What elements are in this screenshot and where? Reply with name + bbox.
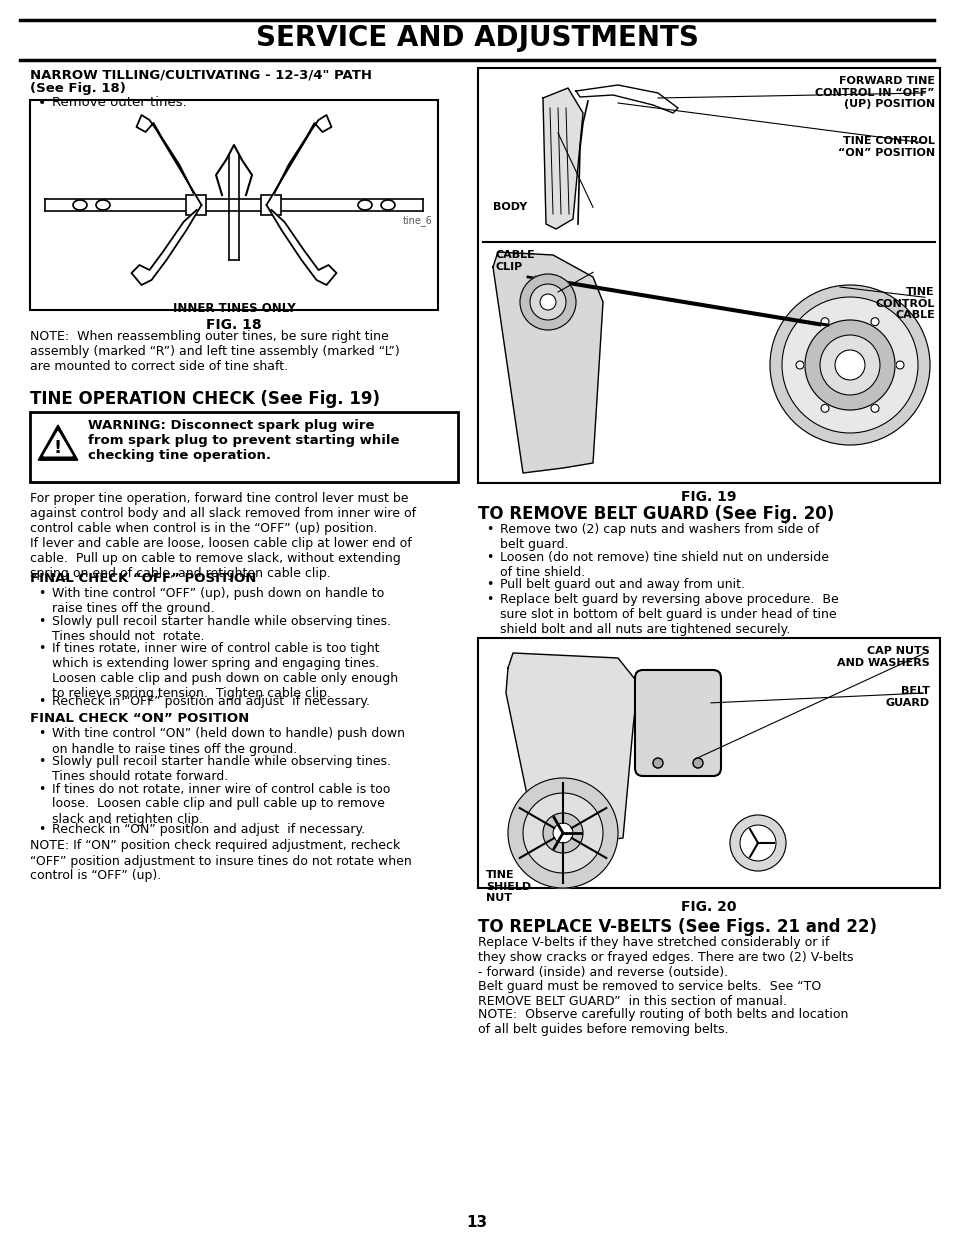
Text: TINE OPERATION CHECK (See Fig. 19): TINE OPERATION CHECK (See Fig. 19) <box>30 390 379 408</box>
Text: Replace belt guard by reversing above procedure.  Be
sure slot in bottom of belt: Replace belt guard by reversing above pr… <box>499 593 838 636</box>
Circle shape <box>519 274 576 330</box>
Circle shape <box>821 404 828 412</box>
Bar <box>30 412 457 482</box>
Polygon shape <box>576 85 678 112</box>
FancyBboxPatch shape <box>635 671 720 776</box>
Polygon shape <box>266 205 336 285</box>
Text: With tine control “OFF” (up), push down on handle to
raise tines off the ground.: With tine control “OFF” (up), push down … <box>52 587 384 615</box>
Ellipse shape <box>96 200 110 210</box>
Bar <box>477 68 939 483</box>
Text: TINE
CONTROL
CABLE: TINE CONTROL CABLE <box>875 288 934 321</box>
Bar <box>477 638 939 888</box>
Text: TINE CONTROL
“ON” POSITION: TINE CONTROL “ON” POSITION <box>837 136 934 158</box>
Ellipse shape <box>357 200 372 210</box>
Text: 13: 13 <box>466 1215 487 1230</box>
Ellipse shape <box>73 200 87 210</box>
Text: •: • <box>485 551 493 563</box>
Circle shape <box>821 317 828 326</box>
Circle shape <box>522 793 602 873</box>
Text: BELT
GUARD: BELT GUARD <box>885 685 929 708</box>
Text: •: • <box>38 823 46 836</box>
Text: NOTE: If “ON” position check required adjustment, recheck
“OFF” position adjustm: NOTE: If “ON” position check required ad… <box>30 840 412 883</box>
Text: TO REPLACE V-BELTS (See Figs. 21 and 22): TO REPLACE V-BELTS (See Figs. 21 and 22) <box>477 918 876 936</box>
Text: Remove two (2) cap nuts and washers from side of
belt guard.: Remove two (2) cap nuts and washers from… <box>499 522 819 551</box>
Circle shape <box>553 823 573 844</box>
Bar <box>30 100 437 310</box>
Text: Pull belt guard out and away from unit.: Pull belt guard out and away from unit. <box>499 578 744 592</box>
Text: Replace V-belts if they have stretched considerably or if
they show cracks or fr: Replace V-belts if they have stretched c… <box>477 936 853 979</box>
Text: TO REMOVE BELT GUARD (See Fig. 20): TO REMOVE BELT GUARD (See Fig. 20) <box>477 505 833 522</box>
Text: With tine control “ON” (held down to handle) push down
on handle to raise tines : With tine control “ON” (held down to han… <box>52 727 405 756</box>
Text: •: • <box>485 522 493 536</box>
Circle shape <box>740 825 775 861</box>
Text: FORWARD TINE
CONTROL IN “OFF”
(UP) POSITION: FORWARD TINE CONTROL IN “OFF” (UP) POSIT… <box>815 77 934 109</box>
Circle shape <box>834 350 864 380</box>
Text: WARNING: Disconnect spark plug wire
from spark plug to prevent starting while
ch: WARNING: Disconnect spark plug wire from… <box>88 419 399 462</box>
Circle shape <box>769 285 929 445</box>
Text: For proper tine operation, forward tine control lever must be
against control bo: For proper tine operation, forward tine … <box>30 492 416 580</box>
Text: If tines do not rotate, inner wire of control cable is too
loose.  Loosen cable : If tines do not rotate, inner wire of co… <box>52 783 390 825</box>
Bar <box>261 195 281 215</box>
Polygon shape <box>44 431 72 456</box>
Text: •: • <box>38 694 46 708</box>
Text: Belt guard must be removed to service belts.  See “TO
REMOVE BELT GUARD”  in thi: Belt guard must be removed to service be… <box>477 981 821 1008</box>
Circle shape <box>804 320 894 410</box>
Text: CAP NUTS
AND WASHERS: CAP NUTS AND WASHERS <box>837 646 929 668</box>
Circle shape <box>507 778 618 888</box>
Text: Loosen (do not remove) tine shield nut on underside
of tine shield.: Loosen (do not remove) tine shield nut o… <box>499 551 828 578</box>
Text: !: ! <box>54 440 62 457</box>
Circle shape <box>652 758 662 768</box>
Ellipse shape <box>380 200 395 210</box>
Text: •: • <box>38 587 46 600</box>
Text: •: • <box>485 593 493 606</box>
Polygon shape <box>493 252 602 473</box>
Text: SERVICE AND ADJUSTMENTS: SERVICE AND ADJUSTMENTS <box>255 23 698 52</box>
Polygon shape <box>132 205 201 285</box>
Text: •: • <box>485 578 493 592</box>
Circle shape <box>820 335 879 395</box>
Text: INNER TINES ONLY: INNER TINES ONLY <box>172 303 295 315</box>
Polygon shape <box>266 115 331 205</box>
Text: Recheck in “OFF” position and adjust  if necessary.: Recheck in “OFF” position and adjust if … <box>52 694 370 708</box>
Text: FIG. 18: FIG. 18 <box>206 317 261 332</box>
Text: Slowly pull recoil starter handle while observing tines.
Tines should rotate for: Slowly pull recoil starter handle while … <box>52 755 391 783</box>
Text: BODY: BODY <box>493 203 527 212</box>
Bar <box>186 195 206 215</box>
Circle shape <box>530 284 565 320</box>
Text: FINAL CHECK “ON” POSITION: FINAL CHECK “ON” POSITION <box>30 711 249 725</box>
Circle shape <box>870 317 878 326</box>
Polygon shape <box>38 425 78 461</box>
Circle shape <box>870 404 878 412</box>
Text: •: • <box>38 727 46 741</box>
Polygon shape <box>136 115 201 205</box>
Circle shape <box>692 758 702 768</box>
Text: NARROW TILLING/CULTIVATING - 12-3/4" PATH: NARROW TILLING/CULTIVATING - 12-3/4" PAT… <box>30 68 372 82</box>
Text: tine_6: tine_6 <box>403 215 433 226</box>
Text: NOTE:  When reassembling outer tines, be sure right tine
assembly (marked “R”) a: NOTE: When reassembling outer tines, be … <box>30 330 399 373</box>
Text: Remove outer tines.: Remove outer tines. <box>52 96 187 109</box>
Text: (See Fig. 18): (See Fig. 18) <box>30 82 126 95</box>
Text: Slowly pull recoil starter handle while observing tines.
Tines should not  rotat: Slowly pull recoil starter handle while … <box>52 615 391 642</box>
Text: NOTE:  Observe carefully routing of both belts and location
of all belt guides b: NOTE: Observe carefully routing of both … <box>477 1008 847 1036</box>
Text: FIG. 20: FIG. 20 <box>680 900 736 914</box>
Text: FINAL CHECK “OFF” POSITION: FINAL CHECK “OFF” POSITION <box>30 572 256 585</box>
Text: If tines rotate, inner wire of control cable is too tight
which is extending low: If tines rotate, inner wire of control c… <box>52 642 397 700</box>
Polygon shape <box>542 88 582 228</box>
Text: CABLE
CLIP: CABLE CLIP <box>496 251 536 272</box>
Text: •: • <box>38 755 46 768</box>
Circle shape <box>895 361 903 369</box>
Text: •: • <box>38 615 46 627</box>
Text: •: • <box>38 642 46 655</box>
Text: •: • <box>38 783 46 795</box>
Text: FIG. 19: FIG. 19 <box>680 490 736 504</box>
Text: TINE
SHIELD
NUT: TINE SHIELD NUT <box>485 869 531 903</box>
Circle shape <box>539 294 556 310</box>
Circle shape <box>729 815 785 871</box>
Text: Recheck in “ON” position and adjust  if necessary.: Recheck in “ON” position and adjust if n… <box>52 823 365 836</box>
Circle shape <box>781 296 917 433</box>
Circle shape <box>542 813 582 853</box>
Polygon shape <box>505 653 638 848</box>
Circle shape <box>795 361 803 369</box>
Text: •: • <box>38 96 46 110</box>
